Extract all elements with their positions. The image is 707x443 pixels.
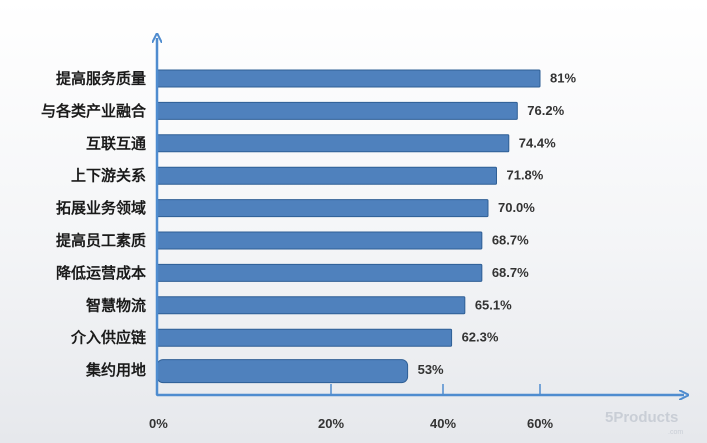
value-label: 68.7% bbox=[492, 265, 529, 280]
value-labels: 81% 76.2% 74.4% 71.8% 70.0% 68.7% 68.7% 65.1% 62… bbox=[418, 71, 577, 378]
value-label: 71.8% bbox=[506, 168, 543, 183]
value-label: 74.4% bbox=[519, 135, 556, 150]
x-tick-label: 20% bbox=[318, 416, 344, 431]
category-label: 与各类产业融合 bbox=[41, 102, 147, 120]
bar-7 bbox=[156, 263, 483, 282]
bar-2 bbox=[156, 101, 518, 120]
value-label: 68.7% bbox=[492, 233, 529, 248]
category-label: 拓展业务领域 bbox=[56, 199, 146, 217]
bar-6 bbox=[156, 231, 483, 250]
bar-5 bbox=[156, 199, 489, 218]
bar-8 bbox=[156, 296, 466, 315]
category-label: 降低运营成本 bbox=[56, 264, 146, 282]
x-tick-label: 0% bbox=[149, 416, 168, 431]
bar-10 bbox=[156, 359, 409, 384]
value-label: 81% bbox=[550, 71, 576, 86]
bar-9 bbox=[156, 328, 453, 347]
category-label: 智慧物流 bbox=[86, 296, 146, 314]
category-label: 介入供应链 bbox=[70, 329, 147, 347]
watermark-text: 5Products bbox=[605, 409, 678, 426]
category-label: 提高服务质量 bbox=[56, 70, 146, 88]
bar-4 bbox=[156, 166, 497, 185]
value-label: 62.3% bbox=[462, 330, 499, 345]
category-label: 提高员工素质 bbox=[56, 232, 146, 250]
x-tick-label: 60% bbox=[527, 416, 553, 431]
category-label: 上下游关系 bbox=[71, 167, 146, 185]
category-label: 集约用地 bbox=[85, 361, 146, 379]
watermark: 5Products .com bbox=[605, 409, 683, 436]
value-label: 53% bbox=[418, 362, 444, 377]
category-labels: 提高服务质量与各类产业融合互联互通上下游关系拓展业务领域提高员工素质降低运营成本… bbox=[41, 70, 147, 380]
value-label: 65.1% bbox=[475, 297, 512, 312]
watermark-sub-text: .com bbox=[668, 429, 683, 436]
value-label: 70.0% bbox=[498, 200, 535, 215]
x-tick-label: 40% bbox=[430, 416, 456, 431]
axes-group bbox=[157, 38, 684, 396]
value-label: 76.2% bbox=[527, 103, 564, 118]
tick-labels: 0% 20% 40% 60% bbox=[149, 416, 553, 431]
bar-1 bbox=[156, 69, 541, 88]
bar-3 bbox=[156, 134, 510, 153]
category-label: 互联互通 bbox=[86, 135, 146, 152]
